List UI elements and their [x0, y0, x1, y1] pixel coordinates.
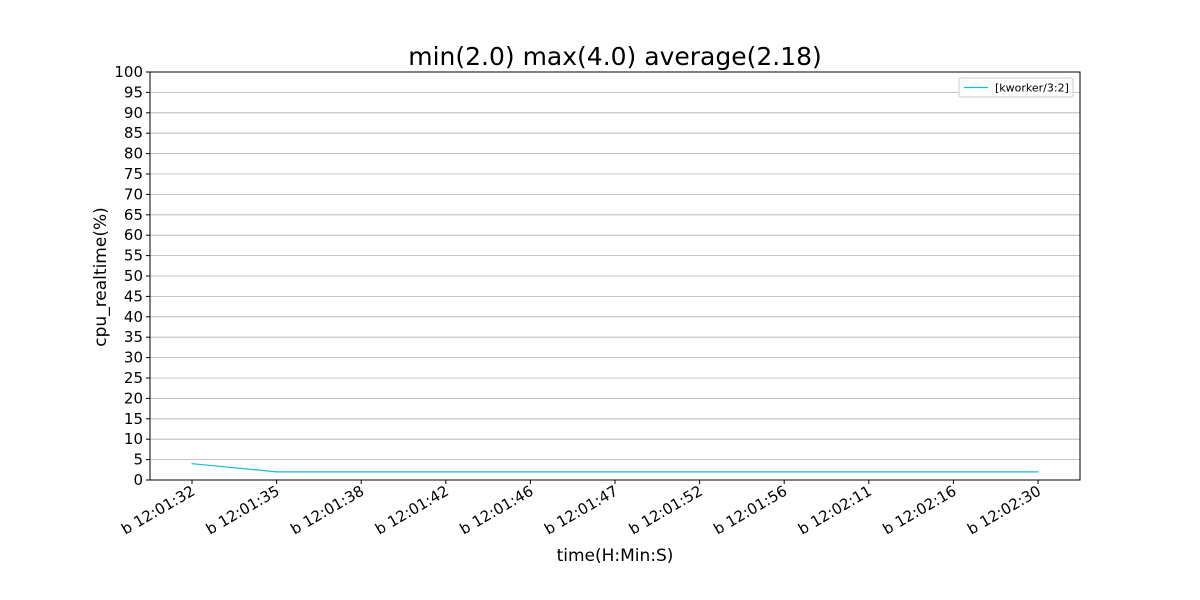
data-point — [783, 471, 785, 473]
y-tick-label: 5 — [133, 451, 143, 469]
chart-title: min(2.0) max(4.0) average(2.18) — [408, 42, 822, 71]
y-tick-label: 45 — [124, 287, 143, 305]
data-point — [191, 463, 193, 465]
legend: [kworker/3:2] — [958, 77, 1074, 98]
grid-layer — [150, 71, 1080, 481]
y-tick-label: 35 — [124, 328, 143, 346]
x-tick-label: b 12:01:38 — [287, 482, 367, 538]
x-tick-label: b 12:02:11 — [795, 482, 875, 538]
y-tick-label: 65 — [124, 206, 143, 224]
x-tick-label: b 12:01:35 — [203, 482, 283, 538]
x-tick-label: b 12:01:32 — [118, 482, 198, 538]
x-axis: b 12:01:32 b 12:01:35 b 12:01:38 b 12:01:42… — [118, 480, 1044, 538]
y-tick-label: 10 — [124, 430, 143, 448]
legend-label: [kworker/3:2] — [995, 82, 1069, 95]
y-tick-label: 55 — [124, 247, 143, 265]
data-point — [952, 471, 955, 473]
series-layer — [191, 463, 1039, 473]
x-tick-label: b 12:02:16 — [880, 482, 960, 538]
y-tick-label: 95 — [124, 83, 143, 101]
data-point — [529, 471, 532, 473]
legend-box — [958, 77, 1074, 98]
data-point — [868, 471, 870, 473]
y-tick-label: 0 — [133, 471, 143, 489]
y-tick-label: 100 — [114, 63, 143, 81]
y-tick-label: 20 — [124, 389, 143, 407]
y-tick-label: 75 — [124, 165, 143, 183]
data-point — [614, 471, 616, 473]
data-point — [699, 471, 701, 473]
x-tick-label: b 12:02:30 — [964, 482, 1044, 538]
y-tick-label: 90 — [124, 104, 143, 122]
y-axis-label: cpu_realtime(%) — [91, 207, 111, 346]
y-tick-label: 30 — [124, 349, 143, 367]
y-tick-label: 60 — [124, 226, 143, 244]
x-tick-label: b 12:01:46 — [457, 482, 537, 538]
x-tick-label: b 12:01:42 — [372, 482, 452, 538]
series-line — [191, 463, 1038, 473]
data-point — [445, 471, 447, 473]
x-tick-label: b 12:01:47 — [541, 482, 621, 538]
y-tick-label: 40 — [124, 308, 143, 326]
data-point — [360, 471, 362, 473]
x-tick-label: b 12:01:52 — [626, 482, 706, 538]
x-tick-label: b 12:01:56 — [710, 482, 790, 538]
y-axis: 0 5 10 15 20 25 30 35 40 45 50 55 60 65 70 75 80 85 90 95 10… — [114, 63, 150, 489]
y-tick-label: 25 — [124, 369, 143, 387]
y-tick-label: 80 — [124, 145, 143, 163]
data-point — [1037, 471, 1039, 473]
y-tick-label: 15 — [124, 410, 143, 428]
y-tick-label: 50 — [124, 267, 143, 285]
data-point — [276, 471, 278, 473]
x-axis-label: time(H:Min:S) — [557, 546, 674, 566]
y-tick-label: 70 — [124, 185, 143, 203]
y-tick-label: 85 — [124, 124, 143, 142]
